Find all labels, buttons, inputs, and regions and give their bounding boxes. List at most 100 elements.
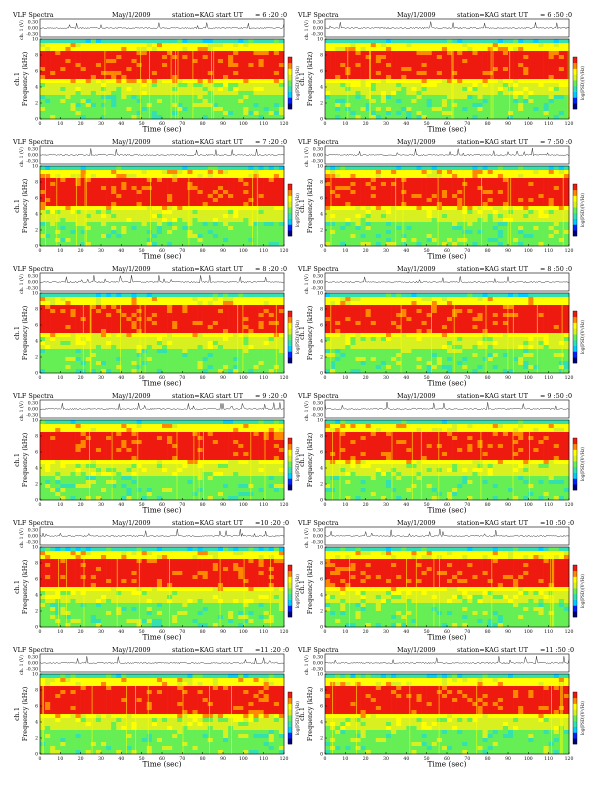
spectrogram-cell (273, 214, 280, 219)
spectrogram-cell (131, 79, 137, 84)
spectrogram-cell (482, 43, 488, 48)
spectrogram-cell (253, 230, 259, 235)
spectrogram-cell (167, 59, 173, 64)
spectrogram-cell (111, 218, 117, 223)
panel-start-label: start UT (216, 265, 244, 273)
spectrogram-cell (162, 71, 168, 76)
spectrogram-cell (416, 182, 422, 187)
spectrogram-cell (340, 190, 346, 195)
spectrogram-cell (330, 79, 336, 84)
spectrogram-cell (523, 222, 529, 227)
spectrogram-cell (411, 47, 417, 52)
spectrogram-cell (513, 95, 519, 100)
trace-ylabel: ch. 1 (V) (303, 147, 310, 167)
spectrogram-cell (492, 39, 499, 44)
colorbar (572, 183, 578, 237)
spectrogram-cell (156, 59, 163, 64)
spectrogram-cell (146, 341, 153, 346)
spectrogram-cell (436, 218, 443, 223)
spectrogram-cell (523, 182, 529, 187)
spectrogram-cell (223, 242, 229, 247)
spectrogram-cell (95, 357, 102, 362)
spectrogram-cell (70, 305, 76, 310)
spectrogram-cell (380, 174, 387, 179)
spectrogram-cell (416, 178, 422, 183)
spectrogram-cell (243, 353, 249, 358)
spectrogram-cell (365, 222, 372, 227)
spectrogram-cell (273, 174, 280, 179)
spectrogram-cell (497, 55, 504, 60)
spectrogram-cell (396, 39, 402, 44)
spectrogram-cell (80, 297, 87, 302)
spectrogram-cell (543, 194, 549, 199)
spectrogram-cell (355, 234, 361, 239)
spectrogram-cell (228, 71, 234, 76)
spectrogram-cell (75, 178, 81, 183)
spectrogram-cell (431, 103, 438, 108)
sferic-streak (510, 174, 512, 246)
spectrogram-cell (248, 218, 254, 223)
spectrogram-cell (452, 230, 458, 235)
spectrogram-cell (396, 238, 402, 243)
spectrogram-cell (477, 218, 483, 223)
spectrogram-cell (375, 238, 382, 243)
spectrogram-cell (40, 47, 46, 52)
spectrogram-cell (202, 95, 209, 100)
spectrogram-cell (156, 75, 163, 80)
spectrogram-cell (406, 210, 412, 215)
spectrogram-cell (553, 71, 560, 76)
spectrogram-cell (50, 182, 56, 187)
spectrogram-cell (340, 63, 346, 68)
spectrogram-cell (441, 222, 448, 227)
spectrogram-cell (558, 83, 565, 88)
spectrogram-cell (95, 186, 102, 191)
spectrogram-cell (243, 39, 249, 44)
spectrogram-cell (207, 361, 214, 366)
spectrogram-cell (502, 242, 509, 247)
spectrogram-cell (217, 214, 224, 219)
spectrogram-cell (401, 170, 407, 175)
spectrogram-cell (223, 99, 229, 104)
spectrogram-cell (538, 71, 544, 76)
spectrogram-cell (217, 305, 224, 310)
colorbar-frame (287, 183, 293, 237)
spectrogram-cell (268, 194, 275, 199)
spectrogram-cell (335, 234, 341, 239)
spectrogram-cell (40, 341, 46, 346)
spectrogram-cell (518, 75, 524, 80)
spectrogram-cell (182, 166, 188, 171)
colorbar-segment (288, 189, 292, 196)
spectrogram-cell (497, 186, 504, 191)
spectrogram-cell (75, 214, 81, 219)
spectrogram-cell (386, 238, 392, 243)
spectrogram-cell (187, 321, 193, 326)
spectrogram-cell (70, 51, 76, 56)
spectrogram-cell (217, 313, 224, 318)
spectrogram-cell (335, 186, 341, 191)
spectrogram-cell (421, 71, 427, 76)
spectrogram-cell (431, 206, 438, 211)
spectrogram-cell (45, 202, 51, 207)
spectrogram-cell (492, 67, 499, 72)
spectrogram-cell (116, 186, 122, 191)
spectrogram-cell (355, 202, 361, 207)
spectrogram-cell (121, 305, 127, 310)
spectrogram-cell (70, 313, 76, 318)
spectrogram-cell (487, 170, 494, 175)
spectrogram-cell (151, 321, 158, 326)
spectrogram-cell (146, 353, 153, 358)
spectrogram-cell (248, 95, 254, 100)
spectrogram-cell (50, 234, 56, 239)
spectrogram-cell (268, 103, 275, 108)
spectrogram-cell (207, 182, 214, 187)
spectrogram-cell (243, 115, 249, 120)
spectrogram-cell (75, 325, 81, 330)
spectrogram-cell (40, 242, 46, 247)
spectrogram-cell (50, 83, 56, 88)
spectrogram-cell (141, 43, 148, 48)
spectrogram-cell (162, 333, 168, 338)
spectrogram-cell (563, 206, 570, 211)
spectrogram-cell (431, 202, 438, 207)
spectrogram-cell (558, 59, 565, 64)
spectrogram-cell (487, 210, 494, 215)
